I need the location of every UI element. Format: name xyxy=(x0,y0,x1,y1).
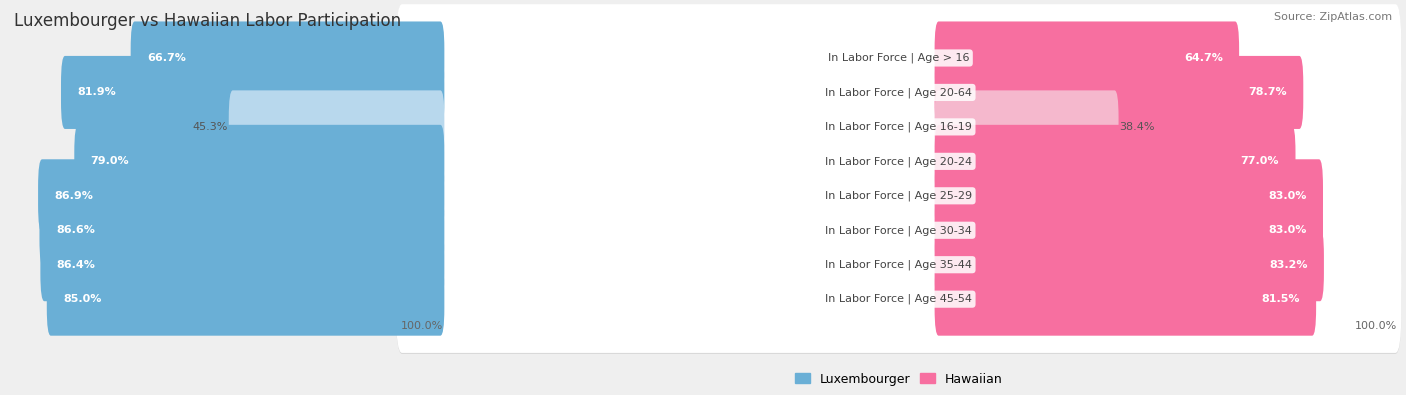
FancyBboxPatch shape xyxy=(396,74,1402,182)
FancyBboxPatch shape xyxy=(396,245,1402,353)
FancyBboxPatch shape xyxy=(396,177,1402,285)
Text: In Labor Force | Age 20-24: In Labor Force | Age 20-24 xyxy=(825,156,973,167)
FancyBboxPatch shape xyxy=(396,177,1402,284)
Text: 81.9%: 81.9% xyxy=(77,87,117,98)
Text: In Labor Force | Age 45-54: In Labor Force | Age 45-54 xyxy=(825,294,972,305)
FancyBboxPatch shape xyxy=(396,109,1402,216)
FancyBboxPatch shape xyxy=(935,21,1239,94)
Text: 64.7%: 64.7% xyxy=(1184,53,1223,63)
Text: In Labor Force | Age 16-19: In Labor Force | Age 16-19 xyxy=(825,122,972,132)
FancyBboxPatch shape xyxy=(46,263,444,336)
FancyBboxPatch shape xyxy=(935,228,1324,301)
Text: In Labor Force | Age 25-29: In Labor Force | Age 25-29 xyxy=(825,190,973,201)
FancyBboxPatch shape xyxy=(396,5,1402,113)
Text: 83.0%: 83.0% xyxy=(1268,191,1306,201)
Text: 79.0%: 79.0% xyxy=(91,156,129,166)
Text: In Labor Force | Age 35-44: In Labor Force | Age 35-44 xyxy=(825,260,972,270)
FancyBboxPatch shape xyxy=(935,263,1316,336)
Text: 81.5%: 81.5% xyxy=(1261,294,1299,304)
Text: 100.0%: 100.0% xyxy=(1354,321,1398,331)
Text: Source: ZipAtlas.com: Source: ZipAtlas.com xyxy=(1274,12,1392,22)
FancyBboxPatch shape xyxy=(396,73,1402,181)
FancyBboxPatch shape xyxy=(41,228,444,301)
Text: 83.2%: 83.2% xyxy=(1270,260,1308,270)
Text: In Labor Force | Age 30-34: In Labor Force | Age 30-34 xyxy=(825,225,972,235)
FancyBboxPatch shape xyxy=(131,21,444,94)
FancyBboxPatch shape xyxy=(39,194,444,267)
FancyBboxPatch shape xyxy=(396,246,1402,354)
Text: 38.4%: 38.4% xyxy=(1119,122,1156,132)
FancyBboxPatch shape xyxy=(396,142,1402,250)
FancyBboxPatch shape xyxy=(396,39,1402,146)
Text: 86.6%: 86.6% xyxy=(56,225,94,235)
FancyBboxPatch shape xyxy=(75,125,444,198)
FancyBboxPatch shape xyxy=(60,56,444,129)
Text: In Labor Force | Age > 16: In Labor Force | Age > 16 xyxy=(828,53,970,63)
FancyBboxPatch shape xyxy=(935,90,1119,164)
FancyBboxPatch shape xyxy=(396,40,1402,147)
FancyBboxPatch shape xyxy=(396,107,1402,215)
Text: 85.0%: 85.0% xyxy=(63,294,101,304)
Text: 45.3%: 45.3% xyxy=(193,122,228,132)
FancyBboxPatch shape xyxy=(396,4,1402,112)
FancyBboxPatch shape xyxy=(396,143,1402,250)
FancyBboxPatch shape xyxy=(396,211,1402,318)
FancyBboxPatch shape xyxy=(935,125,1295,198)
Text: 100.0%: 100.0% xyxy=(401,321,443,331)
FancyBboxPatch shape xyxy=(229,90,444,164)
FancyBboxPatch shape xyxy=(935,194,1323,267)
Text: In Labor Force | Age 20-64: In Labor Force | Age 20-64 xyxy=(825,87,972,98)
FancyBboxPatch shape xyxy=(935,56,1303,129)
Text: 77.0%: 77.0% xyxy=(1240,156,1279,166)
Text: 66.7%: 66.7% xyxy=(148,53,186,63)
Text: Luxembourger vs Hawaiian Labor Participation: Luxembourger vs Hawaiian Labor Participa… xyxy=(14,12,401,30)
FancyBboxPatch shape xyxy=(935,159,1323,232)
Text: 83.0%: 83.0% xyxy=(1268,225,1306,235)
Text: 78.7%: 78.7% xyxy=(1249,87,1286,98)
Legend: Luxembourger, Hawaiian: Luxembourger, Hawaiian xyxy=(790,368,1008,391)
FancyBboxPatch shape xyxy=(396,212,1402,320)
Text: 86.4%: 86.4% xyxy=(56,260,96,270)
FancyBboxPatch shape xyxy=(38,159,444,232)
Text: 86.9%: 86.9% xyxy=(55,191,93,201)
